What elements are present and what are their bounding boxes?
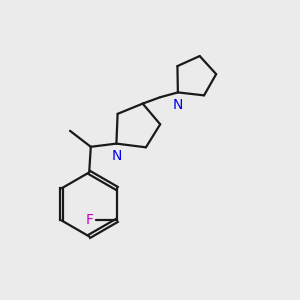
Text: F: F (85, 213, 94, 227)
Text: N: N (173, 98, 183, 112)
Text: N: N (111, 149, 122, 164)
